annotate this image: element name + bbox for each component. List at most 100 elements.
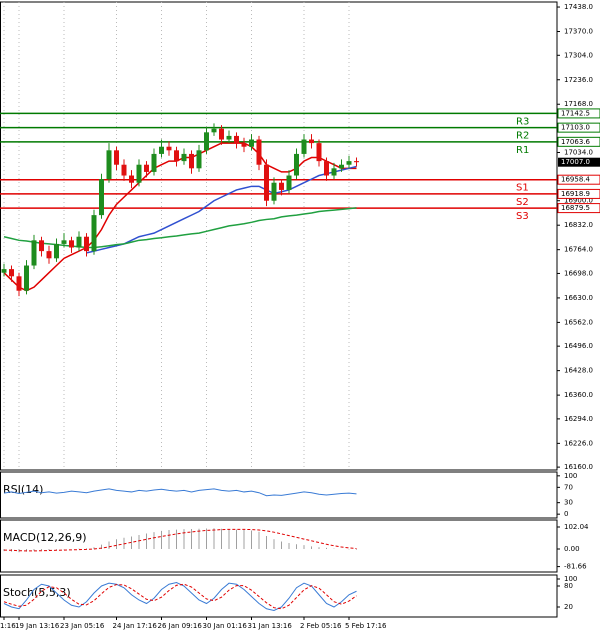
candle-body [136, 164, 142, 183]
candle-body [39, 240, 44, 252]
y-tick-label: 20 [564, 603, 573, 611]
y-tick-label: 17304.0 [564, 51, 593, 59]
price-tag-label: 17142.5 [561, 109, 590, 117]
price-tag [557, 122, 600, 133]
candle-body [9, 269, 14, 277]
price-tag [557, 174, 600, 185]
y-tick-label: 30 [564, 499, 573, 507]
moving-average [3, 142, 357, 292]
price-tag [557, 188, 600, 199]
y-tick-label: 102.04 [564, 523, 589, 531]
panel-frame [0, 471, 558, 519]
candle-body [211, 128, 217, 133]
last-price-tag [558, 157, 600, 167]
x-tick-label: 5 Feb 17:16 [345, 622, 387, 630]
candle-body [346, 161, 352, 165]
candle-body [1, 269, 7, 273]
pivot-name: S1 [516, 183, 529, 194]
candle-body [106, 150, 112, 180]
candle-body [144, 164, 149, 172]
x-tick-label: 19 Jan 13:16 [15, 622, 60, 630]
y-tick-label: 100 [564, 575, 577, 583]
moving-average [3, 207, 357, 249]
candle-body [301, 139, 307, 154]
y-tick-label: 16698.0 [564, 269, 593, 277]
candle-body [204, 132, 209, 151]
y-tick-label: 16360.0 [564, 391, 593, 399]
candle-body [181, 153, 187, 162]
candle-body [226, 135, 232, 140]
candle-body [354, 161, 359, 163]
indicator-title: Stoch(5,5,3) [3, 586, 71, 599]
pivot-name: S2 [516, 197, 529, 208]
y-tick-label: 17034.0 [564, 148, 593, 156]
price-tag-label: 17063.6 [561, 138, 590, 146]
last-price-label: 17007.0 [561, 158, 590, 166]
candle-body [166, 146, 172, 151]
x-tick-label: 24 Jan 17:16 [113, 622, 158, 630]
candle-body [91, 215, 97, 252]
candle-body [16, 276, 22, 291]
indicator-title: MACD(12,26,9) [3, 531, 87, 544]
candle-body [84, 236, 89, 252]
x-tick-label: 26 Jan 09:16 [158, 622, 203, 630]
candle-body [219, 128, 224, 140]
price-tag-label: 16879.5 [561, 204, 590, 212]
y-tick-label: 16900.0 [564, 197, 593, 205]
candle-body [271, 182, 277, 201]
y-tick-label: 16764.0 [564, 246, 593, 254]
price-tag-label: 16918.9 [561, 190, 590, 198]
candle-body [331, 168, 337, 176]
y-tick-label: 17236.0 [564, 76, 593, 84]
pivot-name: R1 [516, 145, 529, 156]
candle-body [249, 139, 254, 147]
candle-body [339, 164, 344, 169]
candle-body [54, 243, 59, 259]
y-tick-label: 17168.0 [564, 100, 593, 108]
candle-body [256, 139, 262, 165]
candle-body [241, 143, 247, 147]
y-tick-label: 16496.0 [564, 342, 593, 350]
candle-body [174, 150, 179, 162]
indicator-line [3, 581, 357, 612]
candle-body [121, 164, 127, 176]
price-tag-label: 16958.4 [561, 176, 590, 184]
candle-body [151, 153, 157, 172]
price-tag [557, 136, 600, 147]
candle-body [69, 240, 74, 248]
pivot-name: R2 [516, 131, 529, 142]
candle-body [316, 143, 322, 162]
x-tick-label: 30 Jan 01:16 [203, 622, 248, 630]
candle-body [76, 236, 82, 248]
y-tick-label: 17438.0 [564, 3, 593, 11]
x-tick-label: 1:16 [0, 622, 16, 630]
y-tick-label: 17370.0 [564, 28, 593, 36]
candle-body [24, 265, 29, 291]
candle-body [279, 182, 284, 190]
candle-body [324, 161, 329, 176]
panel-frame [0, 1, 558, 471]
y-tick-label: 16160.0 [564, 463, 593, 471]
panel-frame [0, 574, 558, 618]
candle-body [99, 179, 104, 216]
candle-body [264, 164, 269, 201]
candle-body [286, 175, 292, 190]
candle-body [309, 139, 314, 144]
candle-body [294, 153, 299, 176]
y-tick-label: 100 [564, 472, 577, 480]
candle-body [114, 150, 119, 165]
candle-body [46, 251, 52, 259]
y-tick-label: 70 [564, 483, 573, 491]
price-tag [557, 108, 600, 119]
pivot-name: R3 [516, 116, 529, 127]
candle-body [189, 153, 194, 169]
x-tick-label: 2 Feb 05:16 [300, 622, 342, 630]
y-tick-label: 16562.0 [564, 318, 593, 326]
y-tick-label: 0.00 [564, 545, 580, 553]
y-tick-label: 16226.0 [564, 439, 593, 447]
y-tick-label: 16428.0 [564, 367, 593, 375]
y-tick-label: 80 [564, 582, 573, 590]
x-tick-label: 23 Jan 05:16 [60, 622, 105, 630]
candle-body [234, 135, 239, 144]
